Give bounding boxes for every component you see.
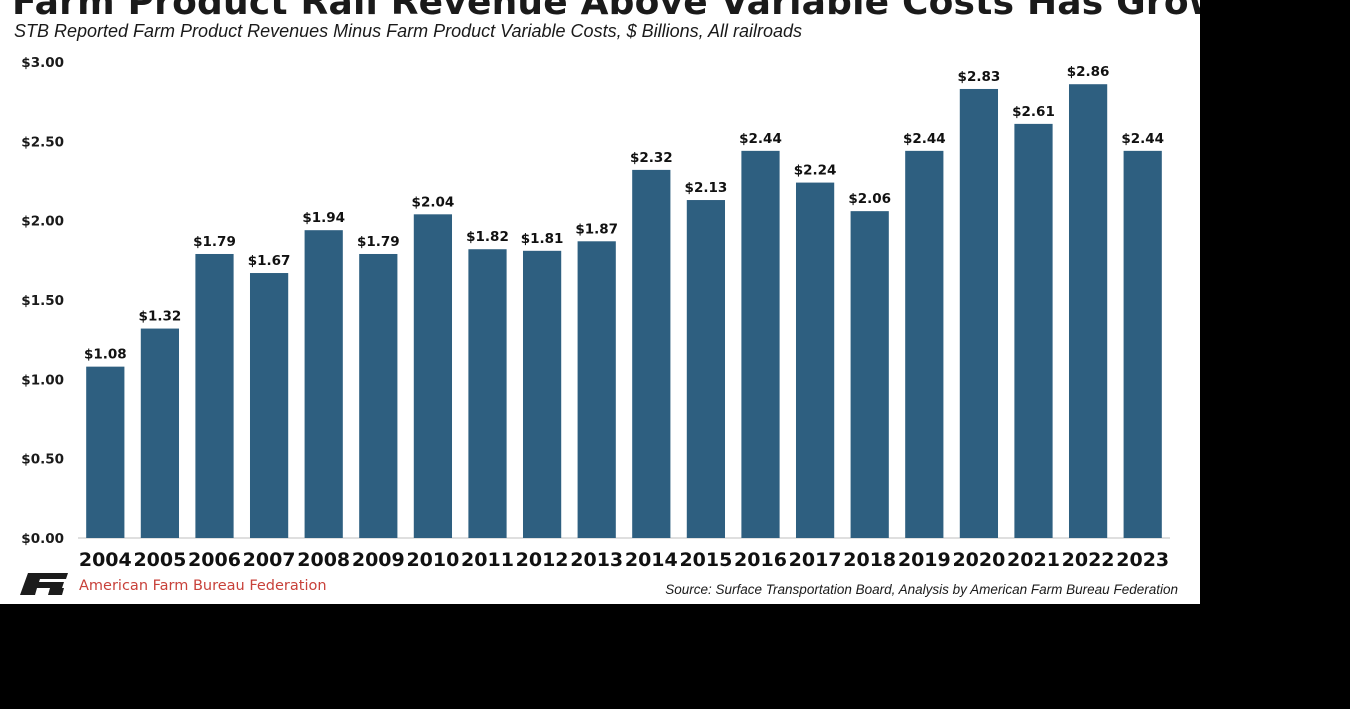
- data-label: $1.08: [84, 347, 127, 363]
- x-tick-label: 2004: [79, 549, 132, 571]
- x-tick-label: 2013: [570, 549, 623, 571]
- bar-2006: [195, 253, 234, 538]
- x-tick-label: 2005: [133, 549, 186, 571]
- data-label: $1.94: [302, 210, 345, 226]
- data-label: $1.81: [521, 231, 564, 247]
- data-label: $2.83: [958, 69, 1001, 85]
- bar-2023: [1123, 150, 1162, 538]
- bar-2004: [86, 366, 125, 538]
- x-tick-label: 2023: [1116, 549, 1169, 571]
- data-labels: $1.08 $1.32 $1.79 $1.67 $1.94 $1.79 $2.04 $1.82…: [84, 64, 1164, 362]
- bar-2016: [741, 150, 780, 538]
- data-label: $1.79: [357, 234, 400, 250]
- bar-2005: [140, 328, 180, 538]
- bar-2008: [304, 230, 343, 539]
- x-tick-label: 2006: [188, 549, 241, 571]
- x-tick-label: 2008: [297, 549, 350, 571]
- y-tick-label: $3.00: [21, 55, 64, 71]
- x-axis: 2004 2005 2006 2007 2008 2009 2010 2011 2012 2013…: [79, 549, 1169, 571]
- data-label: $2.13: [685, 180, 728, 196]
- bar-2020: [959, 88, 999, 539]
- x-tick-label: 2011: [461, 549, 514, 571]
- x-tick-label: 2019: [898, 549, 951, 571]
- bar-2015: [686, 200, 726, 539]
- data-label: $2.44: [1121, 131, 1164, 147]
- bar-2022: [1068, 84, 1108, 539]
- x-tick-label: 2020: [952, 549, 1005, 571]
- chart-title: Farm Product Rail Revenue Above Variable…: [12, 0, 1200, 23]
- y-axis: $0.00 $0.50 $1.00 $1.50 $2.00 $2.50 $3.00: [21, 55, 64, 547]
- organization-name: American Farm Bureau Federation: [79, 578, 327, 594]
- chart-subtitle: STB Reported Farm Product Revenues Minus…: [14, 21, 802, 41]
- y-tick-label: $0.00: [21, 531, 64, 547]
- x-tick-label: 2018: [843, 549, 896, 571]
- bar-2021: [1014, 123, 1053, 538]
- bar-2017: [795, 182, 835, 538]
- x-tick-label: 2021: [1007, 549, 1060, 571]
- bar-2013: [577, 241, 616, 538]
- afbf-logo-icon: [20, 573, 68, 595]
- bar-2007: [249, 273, 289, 538]
- bar-2012: [522, 250, 562, 538]
- data-label: $2.86: [1067, 64, 1110, 80]
- y-tick-label: $1.00: [21, 372, 64, 388]
- x-tick-label: 2015: [679, 549, 732, 571]
- x-tick-label: 2016: [734, 549, 787, 571]
- data-label: $2.24: [794, 163, 837, 179]
- data-label: $1.87: [575, 221, 618, 237]
- bar-2010: [413, 214, 453, 538]
- data-label: $1.79: [193, 234, 236, 250]
- source-note: Source: Surface Transportation Board, An…: [665, 582, 1178, 597]
- bar-2019: [905, 150, 944, 538]
- bar-chart: $0.00 $0.50 $1.00 $1.50 $2.00 $2.50 $3.00 $1.0…: [21, 55, 1170, 571]
- y-tick-label: $0.50: [21, 452, 64, 468]
- x-tick-label: 2012: [516, 549, 569, 571]
- y-tick-label: $1.50: [21, 293, 64, 309]
- y-tick-label: $2.50: [21, 134, 64, 150]
- x-tick-label: 2009: [352, 549, 405, 571]
- bar-2009: [359, 253, 398, 538]
- y-tick-label: $2.00: [21, 214, 64, 230]
- data-label: $1.82: [466, 229, 509, 245]
- data-label: $2.44: [903, 131, 946, 147]
- x-tick-label: 2017: [789, 549, 842, 571]
- x-tick-label: 2010: [406, 549, 459, 571]
- data-label: $1.67: [248, 253, 291, 269]
- data-label: $2.06: [848, 191, 891, 207]
- bar-series: [86, 84, 1162, 539]
- chart-card: Farm Product Rail Revenue Above Variable…: [0, 0, 1200, 604]
- data-label: $2.32: [630, 150, 673, 166]
- bar-2014: [632, 169, 671, 539]
- bar-2018: [850, 211, 889, 538]
- data-label: $2.61: [1012, 104, 1055, 120]
- x-tick-label: 2022: [1062, 549, 1115, 571]
- data-label: $2.04: [412, 194, 455, 210]
- data-label: $1.32: [139, 309, 182, 325]
- bar-2011: [468, 249, 507, 538]
- x-tick-label: 2014: [625, 549, 678, 571]
- x-tick-label: 2007: [243, 549, 296, 571]
- data-label: $2.44: [739, 131, 782, 147]
